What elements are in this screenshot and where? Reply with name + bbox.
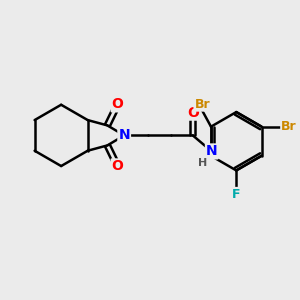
Text: N: N: [206, 145, 218, 158]
Text: F: F: [232, 188, 241, 201]
Text: Br: Br: [194, 98, 210, 111]
Text: Br: Br: [281, 120, 297, 133]
Text: O: O: [112, 159, 124, 173]
Text: O: O: [187, 106, 199, 120]
Text: H: H: [198, 158, 208, 168]
Text: N: N: [118, 128, 130, 142]
Text: O: O: [112, 98, 124, 111]
